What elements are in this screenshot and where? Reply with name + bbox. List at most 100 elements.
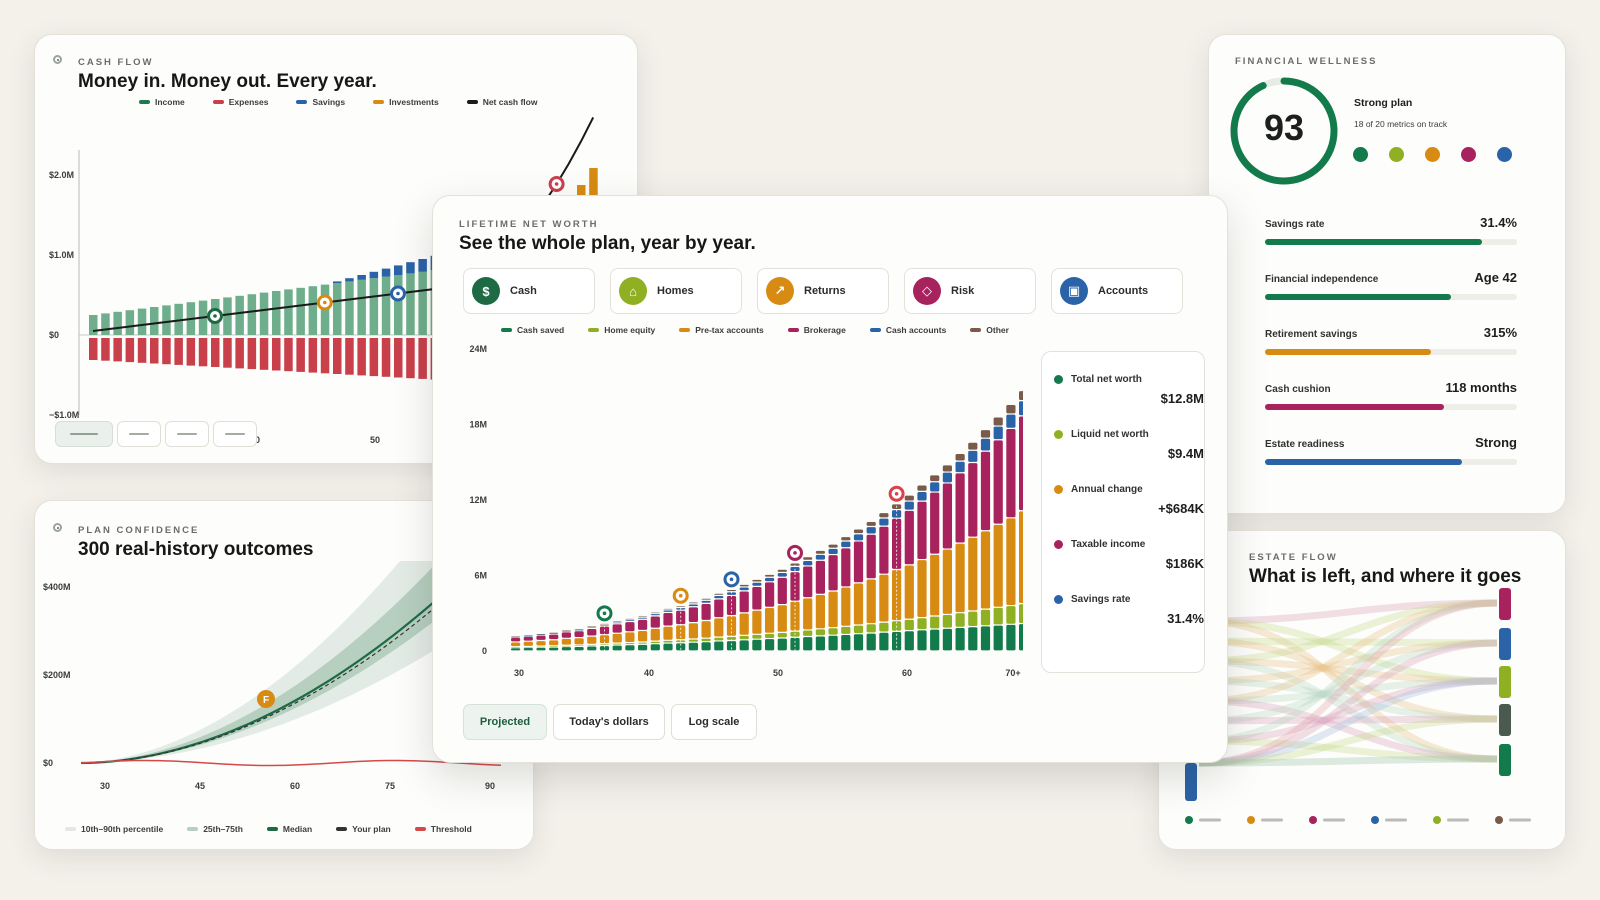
net-worth-bar-segment — [828, 591, 838, 628]
cash-flow-legend: Income Expenses Savings Investments Net cash… — [139, 97, 537, 107]
legend-label: Expenses — [228, 97, 269, 107]
wellness-dot — [1425, 147, 1440, 162]
income-bar — [296, 287, 305, 335]
net-worth-bar-segment — [726, 641, 737, 651]
net-worth-bar-segment — [828, 628, 838, 635]
estate-legend-dot — [1247, 816, 1255, 824]
estate-target-node[interactable] — [1499, 666, 1511, 698]
net-worth-bar-segment — [841, 548, 851, 587]
net-worth-bar-segment — [752, 582, 762, 586]
net-worth-bar-segment — [980, 438, 991, 451]
expenses-bar — [186, 338, 196, 366]
net-worth-bar-segment — [739, 613, 749, 635]
estate-target-node[interactable] — [1499, 628, 1511, 660]
net-worth-bar-segment — [828, 555, 838, 591]
metric-value: 31.4% — [1480, 215, 1517, 230]
estate-source-node[interactable] — [1185, 763, 1197, 801]
f-marker[interactable] — [257, 690, 275, 708]
estate-flow-ribbon — [1198, 677, 1498, 723]
net-worth-bar-segment — [650, 628, 660, 641]
cash-flow-pill-3[interactable] — [165, 421, 209, 447]
net-worth-bar-segment — [701, 598, 711, 600]
expenses-bar — [284, 338, 293, 372]
milestone-marker-center — [894, 491, 899, 496]
radio-dot-icon[interactable] — [53, 523, 62, 532]
net-worth-bar-segment — [701, 642, 711, 651]
net-worth-bar-segment — [955, 461, 965, 473]
y-tick-label: 24M — [469, 344, 487, 354]
metric-label: Estate readiness — [1265, 439, 1345, 450]
net-worth-bar-segment — [638, 616, 648, 617]
estate-target-node[interactable] — [1499, 744, 1511, 776]
tab-cash[interactable]: $ Cash — [463, 268, 595, 314]
estate-legend-bar — [1261, 818, 1283, 822]
net-worth-bar-segment — [523, 635, 533, 637]
expenses-bar — [308, 338, 318, 373]
legend-swatch — [296, 100, 308, 104]
estate-flow-ribbon — [1198, 755, 1498, 767]
income-bar — [137, 308, 147, 335]
net-worth-bar-segment — [815, 560, 825, 594]
legend-label: Other — [986, 325, 1009, 335]
legend-label: Home equity — [604, 325, 656, 335]
net-worth-bar-segment — [612, 621, 622, 622]
net-worth-bar-segment — [1006, 404, 1016, 414]
legend-swatch — [266, 827, 278, 831]
tab-risk[interactable]: ◇ Risk — [904, 268, 1036, 314]
net-worth-bar-segment — [980, 531, 991, 609]
estate-flow-chart — [1185, 588, 1531, 824]
percentile-band-inner — [81, 561, 507, 763]
tab-accounts[interactable]: ▣ Accounts — [1051, 268, 1183, 314]
legend-label: 25th–75th — [203, 824, 243, 834]
legend-label: Savings — [312, 97, 346, 107]
stat-item: Taxable income $186K — [1054, 539, 1204, 571]
legend-item: Investments — [373, 97, 439, 107]
net-worth-bar-segment — [625, 643, 635, 645]
legend-label: Your plan — [352, 824, 391, 834]
estate-target-node[interactable] — [1499, 588, 1511, 620]
view-button-2[interactable]: Today's dollars — [553, 704, 665, 740]
expenses-bar — [223, 338, 232, 368]
net-worth-bar-segment — [650, 614, 660, 616]
net-worth-bar-segment — [841, 587, 851, 626]
cash-flow-pill-1[interactable] — [55, 421, 113, 447]
stat-dot — [1054, 595, 1063, 604]
net-worth-bar-segment — [701, 638, 711, 642]
radio-dot-icon[interactable] — [53, 55, 62, 64]
view-button-1[interactable]: Projected — [463, 704, 547, 740]
view-button-3[interactable]: Log scale — [671, 704, 757, 740]
net-worth-bar-segment — [942, 465, 952, 472]
estate-flow-ribbon — [1198, 677, 1498, 705]
net-worth-bar-segment — [638, 619, 648, 630]
cash-flow-pill-2[interactable] — [117, 421, 161, 447]
net-worth-bar-segment — [688, 639, 698, 642]
legend-swatch — [501, 328, 512, 332]
metric-value: Age 42 — [1474, 270, 1517, 285]
net-worth-bar-segment — [612, 643, 622, 645]
net-worth-bar-segment — [765, 577, 775, 582]
net-worth-bar-segment — [523, 648, 533, 651]
cash-flow-pill-4[interactable] — [213, 421, 257, 447]
income-bar — [357, 279, 366, 335]
net-worth-bar-segment — [803, 630, 813, 636]
net-worth-bar-segment — [549, 640, 559, 646]
net-worth-bar-segment — [815, 550, 825, 554]
legend-item: Your plan — [336, 824, 391, 834]
net-worth-bar-segment — [625, 620, 635, 621]
net-worth-bar-segment — [561, 631, 571, 632]
arrow-up-right-icon: ↗ — [766, 277, 794, 305]
net-worth-bar-segment — [828, 544, 838, 548]
legend-swatch — [139, 100, 150, 104]
estate-target-node[interactable] — [1499, 704, 1511, 736]
income-bar — [333, 283, 342, 335]
net-worth-bar-segment — [688, 602, 698, 604]
net-worth-bar-segment — [561, 647, 571, 651]
savings-bar — [394, 265, 403, 275]
net-worth-bar-segment — [523, 635, 533, 636]
net-worth-bar-segment — [955, 628, 965, 651]
net-worth-bar-segment — [752, 586, 762, 610]
net-worth-bar-segment — [803, 560, 813, 566]
tab-homes[interactable]: ⌂ Homes — [610, 268, 742, 314]
expenses-bar — [381, 338, 391, 377]
tab-returns[interactable]: ↗ Returns — [757, 268, 889, 314]
